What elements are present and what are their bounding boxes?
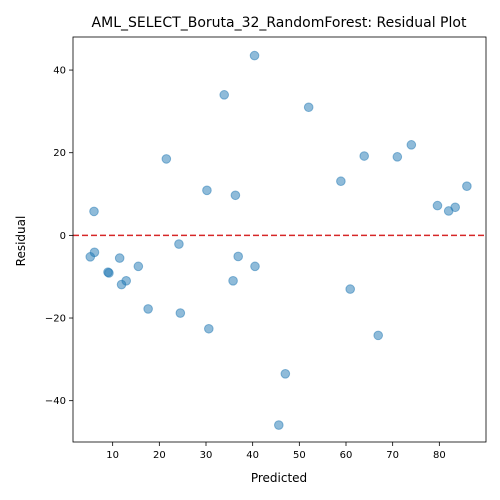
data-point <box>203 186 212 195</box>
data-point <box>175 240 184 249</box>
data-point <box>90 207 99 216</box>
y-tick-label: 40 <box>53 66 66 77</box>
y-tick-label: −40 <box>45 396 66 407</box>
data-point <box>176 309 185 318</box>
data-point <box>144 305 153 314</box>
chart-title: AML_SELECT_Boruta_32_RandomForest: Resid… <box>92 15 467 31</box>
x-tick-label: 30 <box>200 450 213 461</box>
data-point <box>463 182 472 191</box>
data-point <box>337 177 346 186</box>
data-point <box>393 153 402 162</box>
data-point <box>231 191 240 200</box>
data-point <box>134 262 143 271</box>
data-point <box>162 155 171 164</box>
data-point <box>86 253 95 262</box>
data-point <box>220 91 229 100</box>
data-point <box>250 51 259 60</box>
data-point <box>281 370 290 379</box>
data-point <box>117 280 126 289</box>
data-point <box>407 141 416 150</box>
data-point <box>115 254 124 263</box>
data-point <box>304 103 313 112</box>
data-point <box>444 207 453 216</box>
y-tick-label: 20 <box>53 148 66 159</box>
x-tick-label: 70 <box>386 450 399 461</box>
data-point <box>229 277 238 286</box>
data-point <box>360 152 369 161</box>
data-point <box>433 201 442 210</box>
y-tick-label: −20 <box>45 314 66 325</box>
x-tick-label: 20 <box>153 450 166 461</box>
x-tick-label: 40 <box>246 450 259 461</box>
data-point <box>234 252 243 261</box>
data-point <box>251 262 260 271</box>
x-tick-label: 80 <box>433 450 446 461</box>
y-axis-label: Residual <box>14 216 28 267</box>
data-point <box>205 324 214 333</box>
data-point <box>105 269 114 278</box>
data-point <box>346 285 355 294</box>
data-point <box>275 421 284 430</box>
data-point <box>374 331 383 340</box>
x-axis-label: Predicted <box>251 471 307 485</box>
x-tick-label: 10 <box>106 450 119 461</box>
x-tick-label: 60 <box>340 450 353 461</box>
x-tick-label: 50 <box>293 450 306 461</box>
y-tick-label: 0 <box>60 231 66 242</box>
